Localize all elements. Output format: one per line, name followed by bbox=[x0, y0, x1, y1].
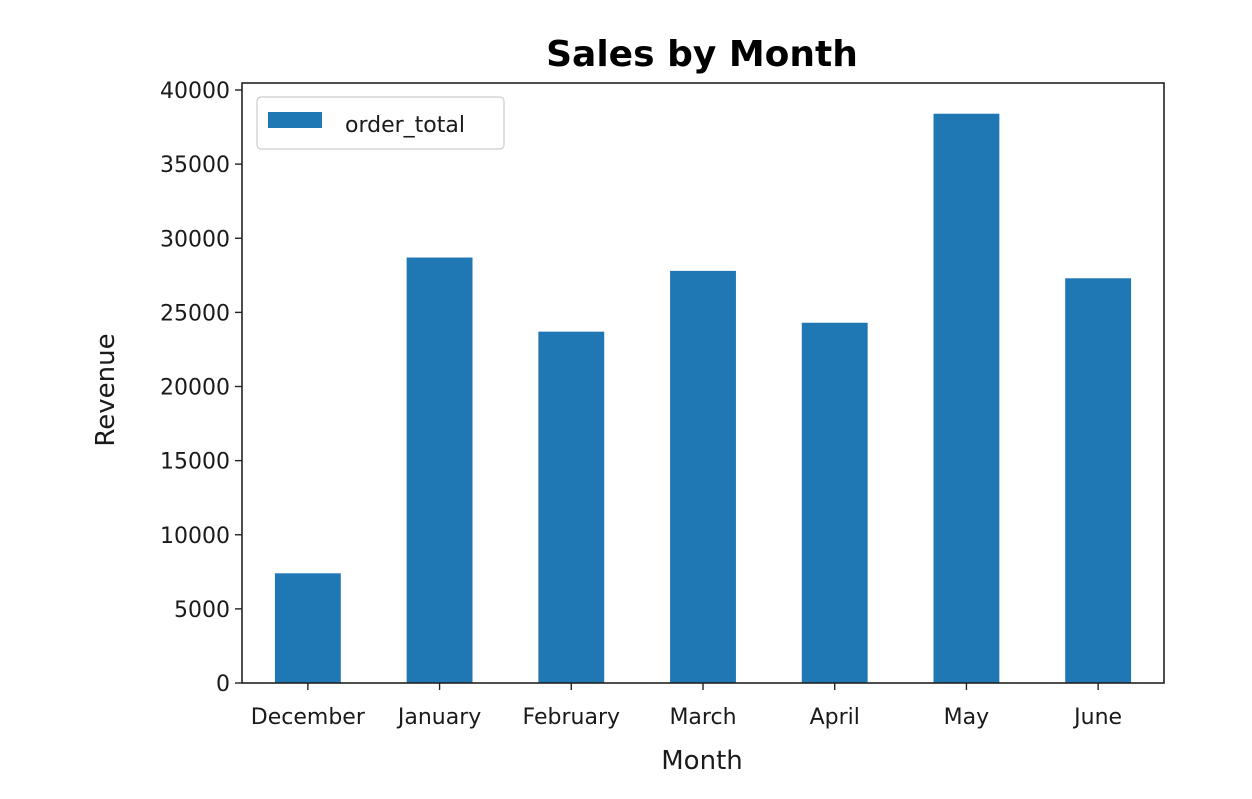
y-tick-label: 5000 bbox=[174, 598, 230, 623]
x-tick-label: March bbox=[669, 705, 736, 730]
bars-group bbox=[274, 113, 1132, 684]
bar-january bbox=[406, 257, 473, 683]
y-tick-label: 0 bbox=[216, 672, 230, 697]
legend: order_total bbox=[256, 96, 505, 150]
legend-swatch bbox=[268, 112, 322, 128]
bar-march bbox=[670, 270, 736, 683]
x-tick-label: May bbox=[944, 705, 989, 730]
y-tick-label: 15000 bbox=[160, 450, 230, 475]
x-tick-label: February bbox=[523, 705, 621, 730]
y-axis-label: Revenue bbox=[91, 333, 121, 446]
chart-title: Sales by Month bbox=[546, 34, 858, 75]
x-tick-label: January bbox=[396, 705, 481, 730]
y-tick-label: 40000 bbox=[160, 79, 230, 104]
x-tick-label: April bbox=[810, 705, 860, 730]
bar-february bbox=[538, 331, 605, 683]
x-tick-label: December bbox=[251, 705, 366, 730]
bar-april bbox=[801, 322, 868, 683]
y-tick-label: 35000 bbox=[160, 153, 230, 178]
bar-december bbox=[274, 573, 341, 683]
y-tick-label: 10000 bbox=[160, 524, 230, 549]
y-tick-label: 30000 bbox=[160, 227, 230, 252]
bar-may bbox=[933, 113, 1000, 684]
y-axis: 0 5000 10000 15000 20000 25000 30000 35000 40000 bbox=[160, 79, 242, 697]
plot-frame bbox=[241, 82, 1165, 684]
x-axis-label: Month bbox=[661, 746, 743, 776]
y-tick-label: 25000 bbox=[160, 301, 230, 326]
legend-box bbox=[256, 96, 505, 150]
y-tick-label: 20000 bbox=[160, 376, 230, 401]
x-tick-label: June bbox=[1072, 705, 1122, 730]
legend-label: order_total bbox=[345, 113, 465, 138]
bar-june bbox=[1065, 278, 1132, 683]
x-axis: December January February March April May June bbox=[251, 683, 1122, 730]
